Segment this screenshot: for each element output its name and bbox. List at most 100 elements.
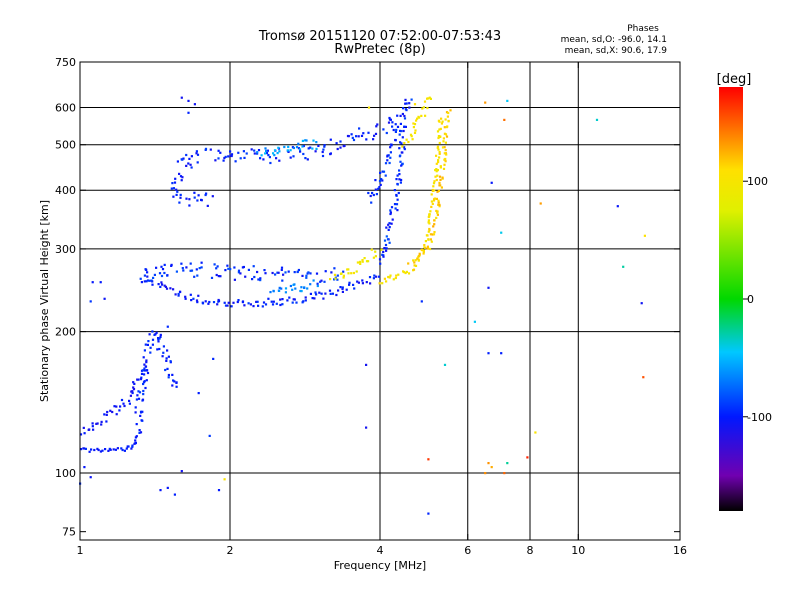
data-point bbox=[145, 280, 148, 283]
y-tick-label: 400 bbox=[55, 184, 76, 197]
data-point bbox=[353, 287, 356, 290]
data-point bbox=[271, 271, 274, 275]
data-point bbox=[143, 280, 146, 283]
data-point bbox=[434, 175, 437, 178]
data-point bbox=[313, 297, 316, 300]
data-point bbox=[239, 272, 242, 275]
data-point bbox=[389, 209, 392, 212]
data-point bbox=[317, 144, 320, 147]
data-point bbox=[372, 138, 375, 141]
data-point bbox=[229, 154, 232, 157]
data-point bbox=[400, 142, 403, 145]
data-point bbox=[329, 138, 332, 141]
data-point bbox=[396, 114, 399, 117]
data-point bbox=[97, 448, 100, 452]
data-point bbox=[134, 441, 137, 444]
data-point bbox=[539, 202, 542, 205]
data-point bbox=[359, 260, 362, 263]
data-point bbox=[399, 160, 402, 163]
data-point bbox=[129, 394, 132, 397]
data-point bbox=[140, 376, 143, 379]
data-point bbox=[430, 193, 433, 196]
data-point bbox=[106, 410, 109, 414]
data-point bbox=[441, 176, 444, 179]
data-point bbox=[333, 278, 336, 281]
data-point bbox=[166, 486, 169, 489]
data-point bbox=[383, 247, 386, 250]
data-point bbox=[346, 268, 349, 271]
data-point bbox=[167, 373, 170, 377]
data-point bbox=[180, 262, 183, 265]
data-point bbox=[442, 140, 445, 143]
data-point bbox=[405, 102, 408, 105]
data-point bbox=[230, 153, 234, 156]
data-point bbox=[431, 202, 434, 205]
data-point bbox=[278, 286, 281, 289]
data-point bbox=[89, 476, 92, 479]
data-point bbox=[146, 343, 149, 346]
data-point bbox=[158, 337, 161, 340]
data-point bbox=[211, 195, 214, 198]
data-point bbox=[277, 146, 280, 149]
data-point bbox=[435, 168, 438, 171]
data-point bbox=[160, 281, 163, 284]
data-point bbox=[134, 439, 137, 442]
data-point bbox=[436, 146, 439, 149]
data-point bbox=[390, 143, 393, 146]
data-point bbox=[441, 146, 445, 149]
data-point bbox=[438, 152, 441, 155]
data-point bbox=[339, 286, 342, 289]
data-point bbox=[444, 157, 447, 161]
data-point bbox=[137, 397, 141, 400]
data-point bbox=[172, 187, 175, 190]
legend-heading: Phases bbox=[627, 24, 659, 34]
data-point bbox=[121, 448, 124, 452]
data-point bbox=[300, 290, 303, 293]
data-point bbox=[286, 149, 289, 152]
data-point bbox=[323, 280, 326, 283]
data-point bbox=[144, 365, 147, 368]
data-point bbox=[418, 255, 421, 258]
data-point bbox=[506, 462, 509, 465]
data-point bbox=[299, 150, 302, 153]
data-point bbox=[127, 445, 130, 448]
data-point bbox=[430, 240, 433, 243]
data-point bbox=[500, 352, 503, 355]
colorbar-tick-label: 0 bbox=[747, 293, 754, 306]
data-point bbox=[401, 136, 404, 139]
data-point bbox=[436, 211, 439, 214]
data-point bbox=[444, 133, 448, 136]
data-point bbox=[427, 238, 430, 241]
data-point bbox=[487, 352, 490, 355]
data-point bbox=[185, 153, 188, 157]
data-point bbox=[400, 178, 403, 182]
data-point bbox=[361, 260, 364, 263]
data-point bbox=[373, 274, 376, 277]
legend-x-mode-stats: mean, sd,X: 90.6, 17.9 bbox=[565, 46, 668, 56]
data-point bbox=[312, 279, 315, 282]
data-point bbox=[302, 152, 305, 156]
data-point bbox=[642, 376, 645, 379]
data-point bbox=[640, 302, 643, 305]
data-point bbox=[412, 122, 415, 125]
x-axis-label: Frequency [MHz] bbox=[334, 559, 426, 572]
data-point bbox=[197, 294, 200, 297]
data-point bbox=[336, 147, 339, 151]
data-point bbox=[131, 444, 134, 447]
data-point bbox=[408, 102, 411, 105]
data-point bbox=[391, 218, 394, 221]
data-point bbox=[321, 150, 324, 154]
data-point bbox=[403, 125, 406, 128]
data-point bbox=[92, 428, 95, 431]
data-point bbox=[280, 268, 283, 271]
data-point bbox=[163, 284, 166, 287]
data-point bbox=[172, 195, 175, 198]
data-point bbox=[109, 409, 112, 412]
data-point bbox=[385, 280, 388, 283]
data-point bbox=[390, 222, 393, 225]
data-point bbox=[422, 252, 425, 255]
data-point bbox=[324, 270, 327, 273]
data-point bbox=[396, 209, 399, 212]
data-point bbox=[91, 281, 94, 284]
